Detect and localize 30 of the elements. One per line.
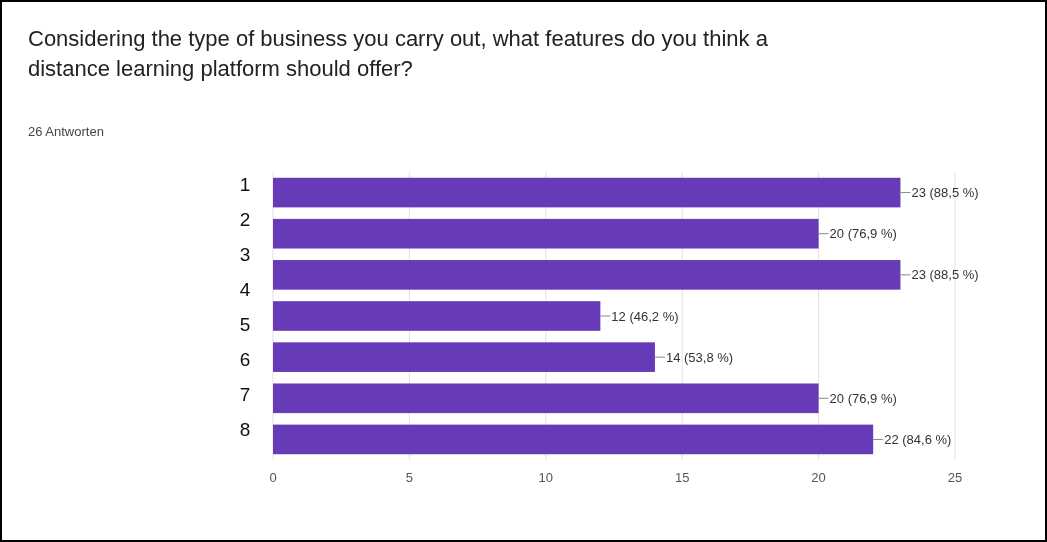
bar bbox=[273, 383, 819, 414]
data-label: 20 (76,9 %) bbox=[829, 390, 897, 406]
x-tick-label: 0 bbox=[269, 470, 277, 485]
text: 3 bbox=[239, 243, 251, 265]
text: 26 Antworten bbox=[28, 124, 104, 139]
x-tick-label: 20 bbox=[811, 470, 826, 485]
data-label: 22 (84,6 %) bbox=[884, 431, 952, 447]
chart-title: Considering the type of business you carry out, what features do you think a distance learning platform should offer? bbox=[28, 26, 769, 81]
bar bbox=[273, 301, 601, 331]
data-label: 12 (46,2 %) bbox=[611, 308, 679, 324]
bar bbox=[273, 218, 819, 249]
x-tick-label: 5 bbox=[405, 470, 414, 485]
text: 7 bbox=[239, 383, 251, 405]
bar bbox=[273, 260, 901, 290]
x-tick-label: 15 bbox=[674, 470, 690, 485]
text: 2 bbox=[239, 208, 251, 230]
text: 6 bbox=[239, 348, 251, 370]
data-label: 14 (53,8 %) bbox=[665, 349, 734, 365]
text: 4 bbox=[239, 278, 251, 300]
data-label: 23 (88,5 %) bbox=[911, 267, 979, 283]
text: 8 bbox=[239, 418, 251, 440]
data-label: 23 (88,5 %) bbox=[911, 185, 979, 201]
text: 1 bbox=[239, 173, 251, 195]
bar bbox=[273, 424, 874, 455]
x-tick-label: 10 bbox=[538, 470, 554, 485]
bar bbox=[273, 177, 901, 208]
text: 5 bbox=[239, 313, 251, 335]
data-label: 20 (76,9 %) bbox=[829, 226, 897, 242]
x-tick-label: 25 bbox=[947, 470, 963, 485]
bar bbox=[273, 342, 655, 372]
